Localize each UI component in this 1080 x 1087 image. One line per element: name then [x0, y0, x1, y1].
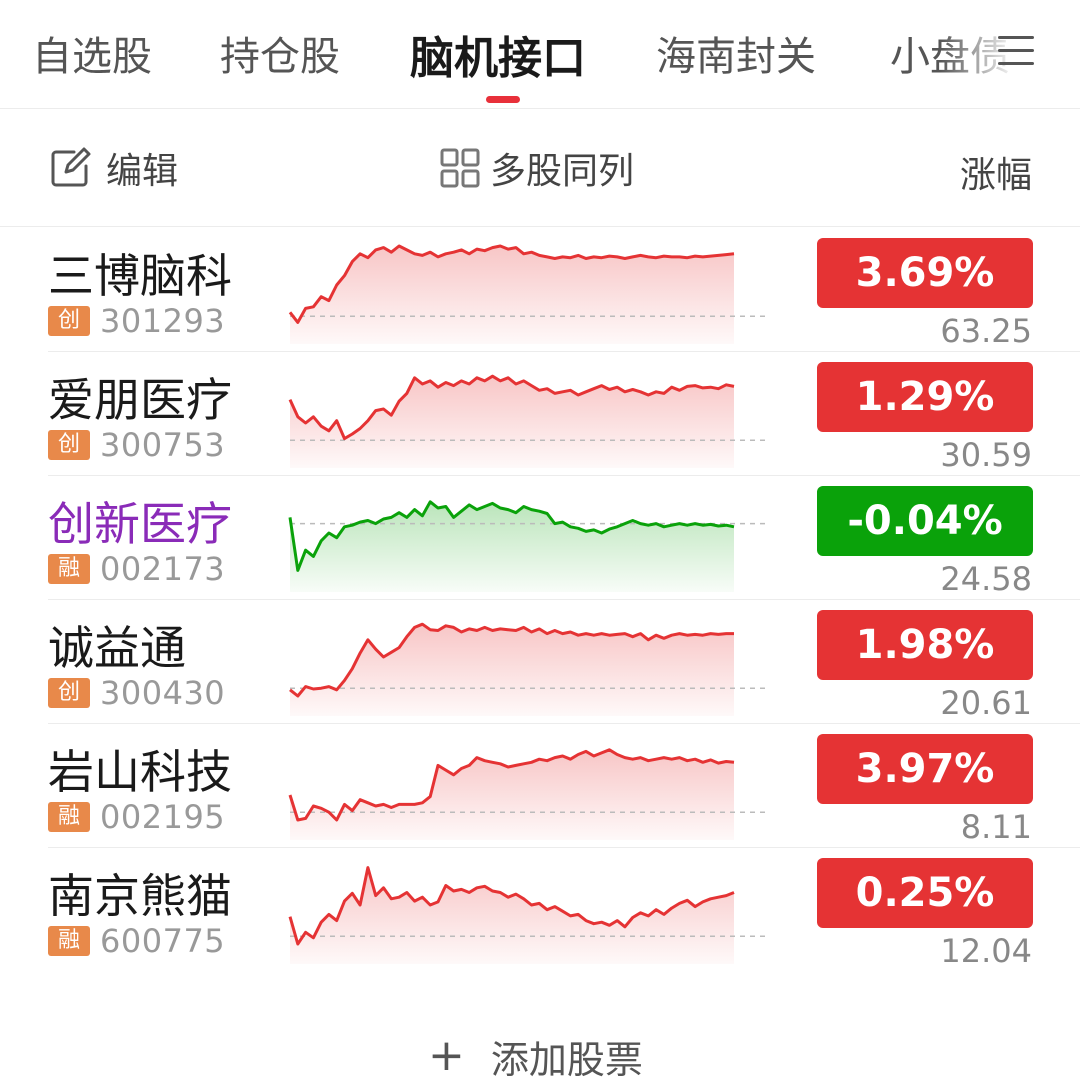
stock-code: 002173	[100, 550, 226, 588]
sparkline-line	[288, 748, 735, 822]
tab-watchlist[interactable]: 自选股	[32, 34, 152, 80]
tab-hainan-customs[interactable]: 海南封关	[656, 34, 816, 80]
stock-price: 63.25	[940, 312, 1032, 350]
stock-price: 8.11	[960, 808, 1032, 846]
sparkline-line	[288, 866, 735, 946]
stock-code: 301293	[100, 302, 226, 340]
stock-code: 300430	[100, 674, 226, 712]
stock-name: 三博脑科	[48, 249, 232, 303]
board-badge: 创	[48, 430, 90, 460]
board-badge: 融	[48, 802, 90, 832]
change-percent-badge: 0.25%	[817, 858, 1033, 928]
sparkline-line	[288, 374, 735, 441]
stock-price: 12.04	[940, 932, 1032, 970]
sparkline-area	[290, 749, 734, 840]
stock-code: 300753	[100, 426, 226, 464]
change-percent-badge: 1.29%	[817, 362, 1033, 432]
list-toolbar: 编辑 多股同列 涨幅	[0, 108, 1080, 227]
sparkline-area	[290, 867, 734, 964]
multi-stock-view-button[interactable]: 多股同列	[440, 144, 634, 192]
sparkline-line	[288, 500, 735, 572]
board-badge: 融	[48, 926, 90, 956]
sparkline-area	[290, 501, 734, 592]
active-tab-indicator	[486, 96, 520, 103]
tab-holdings[interactable]: 持仓股	[220, 34, 340, 80]
intraday-sparkline	[289, 622, 765, 716]
intraday-sparkline	[288, 500, 765, 592]
change-percent-badge: 3.97%	[817, 734, 1033, 804]
stock-name: 爱朋医疗	[48, 373, 232, 427]
stock-row[interactable]: 三博脑科 创 301293 3.69% 63.25	[0, 228, 1080, 352]
stock-row[interactable]: 岩山科技 融 002195 3.97% 8.11	[0, 724, 1080, 848]
stock-code: 600775	[100, 922, 226, 960]
stock-code: 002195	[100, 798, 226, 836]
row-divider	[48, 599, 1080, 600]
row-divider	[48, 723, 1080, 724]
edit-icon	[51, 147, 91, 187]
stock-name: 岩山科技	[48, 745, 232, 799]
intraday-sparkline	[288, 748, 765, 840]
stock-row[interactable]: 爱朋医疗 创 300753 1.29% 30.59	[0, 352, 1080, 476]
row-divider	[48, 351, 1080, 352]
change-column-header[interactable]: 涨幅	[959, 155, 1032, 196]
board-badge: 创	[48, 678, 90, 708]
change-percent-badge: -0.04%	[817, 486, 1033, 556]
stock-row[interactable]: 诚益通 创 300430 1.98% 20.61	[0, 600, 1080, 724]
intraday-sparkline	[288, 244, 765, 344]
stock-name: 创新医疗	[48, 497, 232, 551]
board-badge: 融	[48, 554, 90, 584]
stock-row[interactable]: 南京熊猫 融 600775 0.25% 12.04	[0, 848, 1080, 972]
stock-price: 20.61	[940, 684, 1032, 722]
row-divider	[48, 475, 1080, 476]
board-badge: 创	[48, 306, 90, 336]
stock-row[interactable]: 创新医疗 融 002173 -0.04% 24.58	[0, 476, 1080, 600]
stock-name: 诚益通	[48, 621, 186, 675]
stock-price: 24.58	[940, 560, 1032, 598]
tab-brain-computer-interface[interactable]: 脑机接口	[410, 33, 586, 84]
plus-icon: +	[428, 1030, 465, 1081]
grid-icon	[440, 148, 480, 188]
intraday-sparkline	[288, 866, 765, 964]
stock-name: 南京熊猫	[48, 869, 232, 923]
add-stock-label: 添加股票	[490, 1037, 643, 1082]
row-divider	[48, 847, 1080, 848]
add-stock-button[interactable]: + 添加股票	[428, 1030, 643, 1082]
sparkline-line	[288, 244, 735, 324]
sector-tab-bar: 自选股 持仓股 脑机接口 海南封关 小盘债	[0, 0, 1080, 109]
multi-stock-view-label: 多股同列	[490, 151, 635, 192]
stock-price: 30.59	[940, 436, 1032, 474]
sparkline-area	[290, 376, 734, 468]
edit-button[interactable]: 编辑	[48, 144, 178, 192]
change-percent-badge: 3.69%	[817, 238, 1033, 308]
tab-fade-overlay	[940, 0, 1080, 106]
sparkline-line	[289, 622, 734, 698]
intraday-sparkline	[288, 374, 765, 468]
edit-label: 编辑	[106, 151, 179, 192]
change-percent-badge: 1.98%	[817, 610, 1033, 680]
menu-icon[interactable]	[998, 34, 1034, 68]
sparkline-area	[290, 246, 734, 344]
